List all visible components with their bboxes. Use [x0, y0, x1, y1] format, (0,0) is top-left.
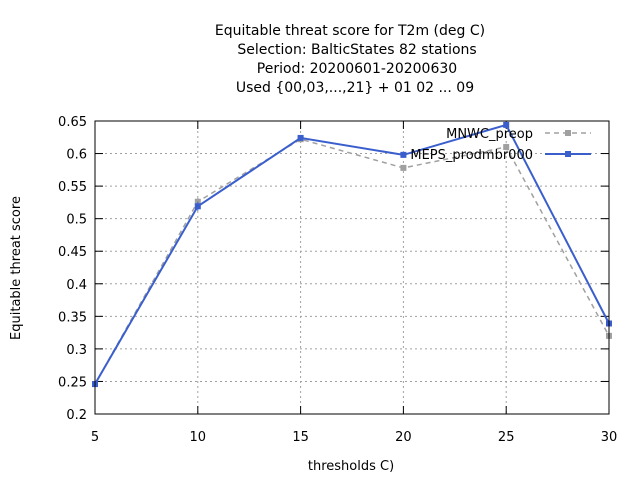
legend-entry: MNWC_preop	[446, 127, 591, 142]
legend-marker	[565, 151, 571, 157]
title-line-4: Used {00,03,...,21} + 01 02 ... 09	[236, 80, 474, 96]
y-axis-label: Equitable threat score	[9, 196, 24, 340]
legend-label: MNWC_preop	[446, 127, 533, 142]
title-line-3: Period: 20200601-20200630	[257, 61, 457, 77]
y-tick-label: 0.3	[66, 343, 87, 358]
data-point	[400, 151, 407, 158]
title-line-2: Selection: BalticStates 82 stations	[237, 42, 476, 58]
data-point	[194, 203, 201, 210]
y-tick-label: 0.6	[66, 148, 87, 163]
y-tick-label: 0.5	[66, 213, 87, 228]
axis-ticks: 0.2 0.25 0.3 0.35 0.4 0.45 0.5 0.55 0.6 0.65 5 10 15…	[58, 115, 617, 445]
series-line	[94, 123, 610, 385]
legend-marker	[565, 130, 571, 136]
data-point	[297, 134, 304, 141]
series-MEPS_prodmbr000	[92, 121, 612, 388]
x-tick-label: 5	[91, 430, 99, 445]
x-tick-label: 10	[190, 430, 207, 445]
x-tick-label: 25	[498, 430, 515, 445]
series-line	[94, 138, 610, 385]
x-tick-label: 30	[601, 430, 618, 445]
y-tick-label: 0.2	[66, 408, 87, 423]
x-axis-label: thresholds C)	[308, 459, 394, 474]
y-tick-label: 0.25	[58, 375, 87, 390]
legend-label: MEPS_prodmbr000	[410, 148, 533, 163]
y-tick-label: 0.35	[58, 310, 87, 325]
series-MNWC_preop	[92, 136, 612, 388]
y-tick-label: 0.4	[66, 278, 87, 293]
data-point	[503, 121, 510, 128]
data-point	[503, 144, 510, 151]
data-point	[400, 164, 407, 171]
x-tick-label: 15	[292, 430, 309, 445]
chart-title: Equitable threat score for T2m (deg C) S…	[215, 23, 485, 96]
y-tick-label: 0.45	[58, 245, 87, 260]
y-tick-label: 0.65	[58, 115, 87, 130]
y-tick-label: 0.55	[58, 180, 87, 195]
legend: MNWC_preop MEPS_prodmbr000	[410, 127, 591, 163]
x-tick-label: 20	[395, 430, 412, 445]
legend-entry: MEPS_prodmbr000	[410, 148, 591, 163]
data-series	[92, 121, 612, 388]
grid-lines	[95, 121, 609, 414]
title-line-1: Equitable threat score for T2m (deg C)	[215, 23, 485, 39]
plot-frame	[94, 120, 610, 415]
